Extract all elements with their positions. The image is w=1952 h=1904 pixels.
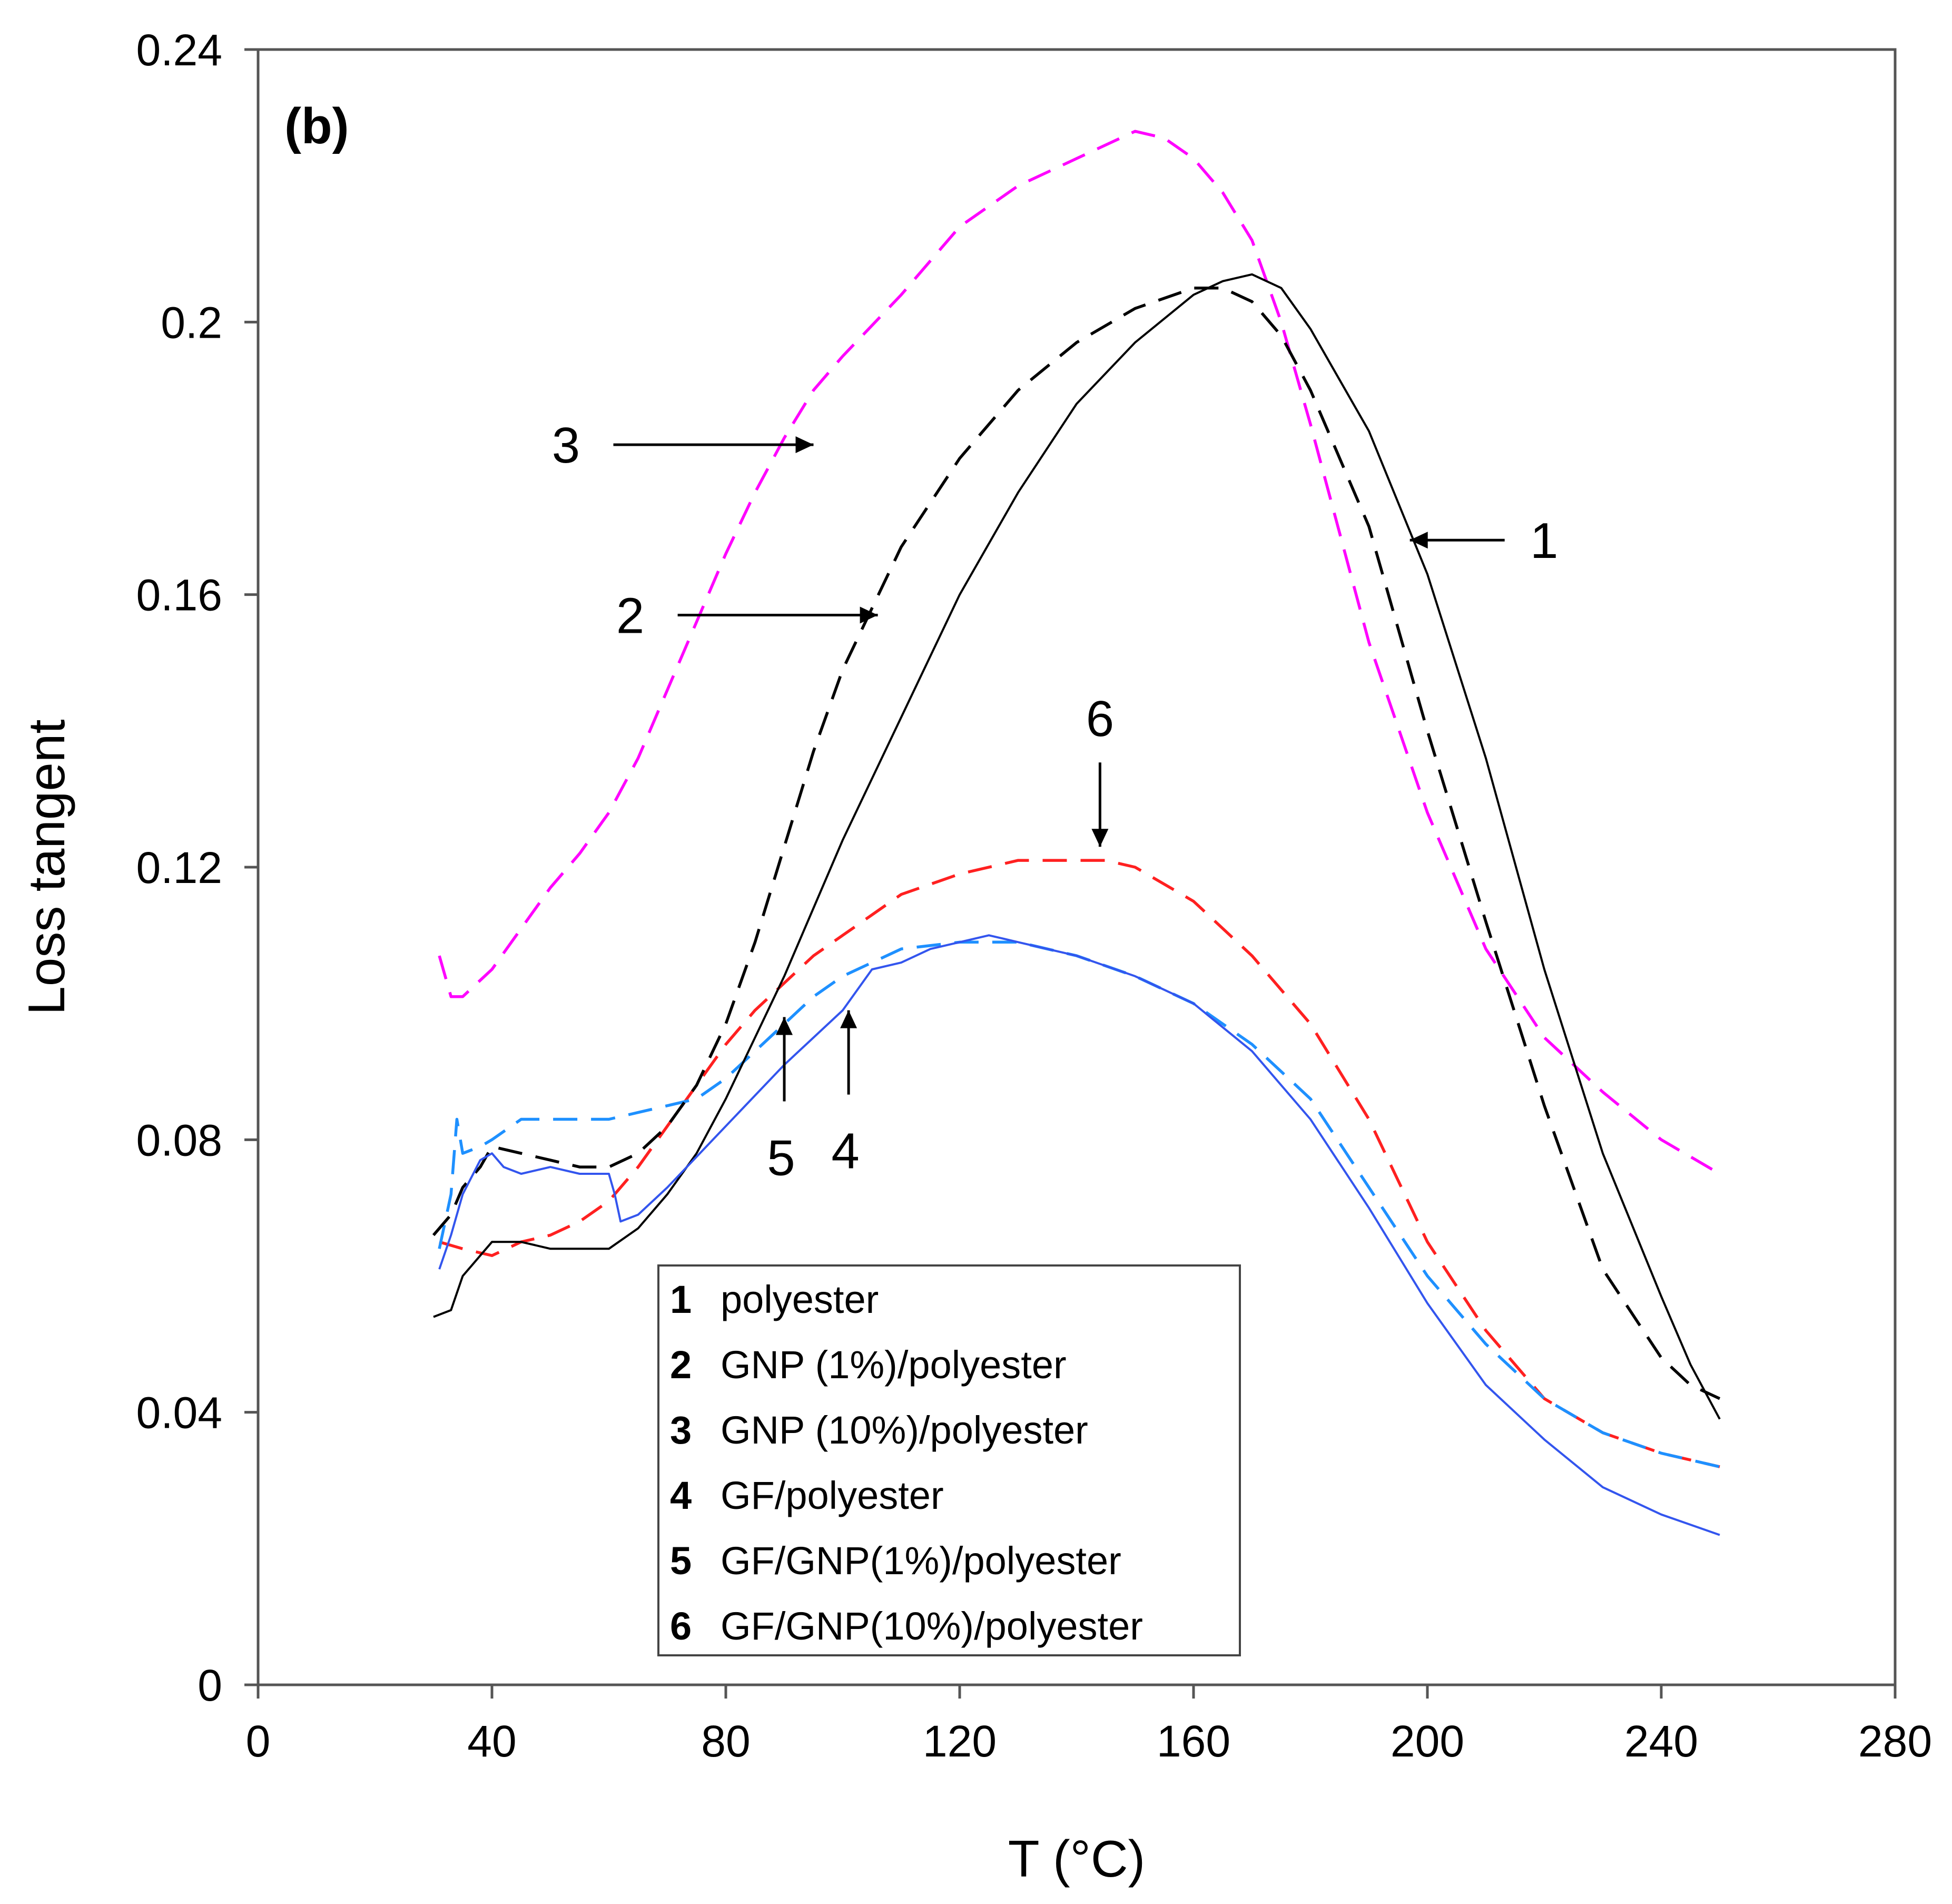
y-tick-label: 0.08 <box>136 1115 223 1165</box>
y-tick-label: 0.04 <box>136 1388 223 1438</box>
callout-arrowhead-5 <box>776 1017 793 1035</box>
x-tick-label: 40 <box>467 1716 516 1766</box>
y-axis-title: Loss tangent <box>17 719 75 1015</box>
y-tick-label: 0 <box>198 1661 222 1710</box>
y-tick-label: 0.12 <box>136 843 223 892</box>
callout-arrowhead-2 <box>860 606 878 624</box>
callout-arrowhead-6 <box>1091 829 1109 847</box>
series-line-3 <box>438 130 1721 1175</box>
callout-arrowhead-4 <box>840 1010 857 1028</box>
x-axis-title: T (°C) <box>1008 1830 1146 1888</box>
y-axis-ticks: 0 0.04 0.08 0.12 0.16 0.2 0.24 <box>136 25 258 1710</box>
x-tick-label: 280 <box>1858 1716 1932 1766</box>
series-line-4 <box>438 934 1720 1536</box>
series-line-2 <box>432 286 1721 1400</box>
x-tick-label: 240 <box>1624 1716 1698 1766</box>
legend-number-2: 2 <box>670 1343 692 1387</box>
series-line-6 <box>439 859 1720 1468</box>
legend-label-6: GF/GNP(10%)/polyester <box>721 1604 1143 1648</box>
callout-label-4: 4 <box>831 1123 859 1180</box>
callout-layer: 1 2 3 45 6 <box>552 417 1559 1186</box>
legend-label-5: GF/GNP(1%)/polyester <box>721 1539 1121 1583</box>
legend-number-6: 6 <box>670 1604 692 1648</box>
callout-arrowhead-1 <box>1409 532 1428 549</box>
y-tick-label: 0.16 <box>136 571 223 620</box>
legend-label-4: GF/polyester <box>721 1474 944 1517</box>
x-tick-label: 160 <box>1157 1716 1230 1766</box>
callout-label-5: 5 <box>767 1130 795 1186</box>
callout-label-1: 1 <box>1530 513 1558 569</box>
legend-number-3: 3 <box>670 1408 692 1452</box>
legend-label-2: GNP (1%)/polyester <box>721 1343 1067 1387</box>
callout-label-6: 6 <box>1086 691 1114 747</box>
legend-number-4: 4 <box>670 1474 692 1517</box>
callout-label-3: 3 <box>552 417 580 474</box>
y-tick-label: 0.24 <box>136 25 223 75</box>
legend: 1 polyester 2 GNP (1%)/polyester 3 GNP (10%)/… <box>657 1264 1241 1656</box>
series-line-5 <box>438 940 1720 1468</box>
legend-label-1: polyester <box>721 1278 879 1321</box>
callout-arrowhead-3 <box>795 436 814 454</box>
legend-box <box>657 1264 1241 1656</box>
x-tick-label: 200 <box>1391 1716 1464 1766</box>
series-layer <box>432 130 1721 1536</box>
x-axis-ticks: 0 40 80 120 160 200 240 280 <box>246 1685 1932 1766</box>
x-tick-label: 80 <box>701 1716 750 1766</box>
series-line-1 <box>433 273 1721 1420</box>
legend-label-3: GNP (10%)/polyester <box>721 1408 1088 1452</box>
x-tick-label: 120 <box>923 1716 997 1766</box>
y-tick-label: 0.2 <box>161 298 222 347</box>
x-tick-label: 0 <box>246 1716 271 1766</box>
legend-number-1: 1 <box>670 1278 692 1321</box>
callout-label-2: 2 <box>616 587 644 644</box>
panel-label: (b) <box>284 98 349 154</box>
legend-number-5: 5 <box>670 1539 692 1583</box>
